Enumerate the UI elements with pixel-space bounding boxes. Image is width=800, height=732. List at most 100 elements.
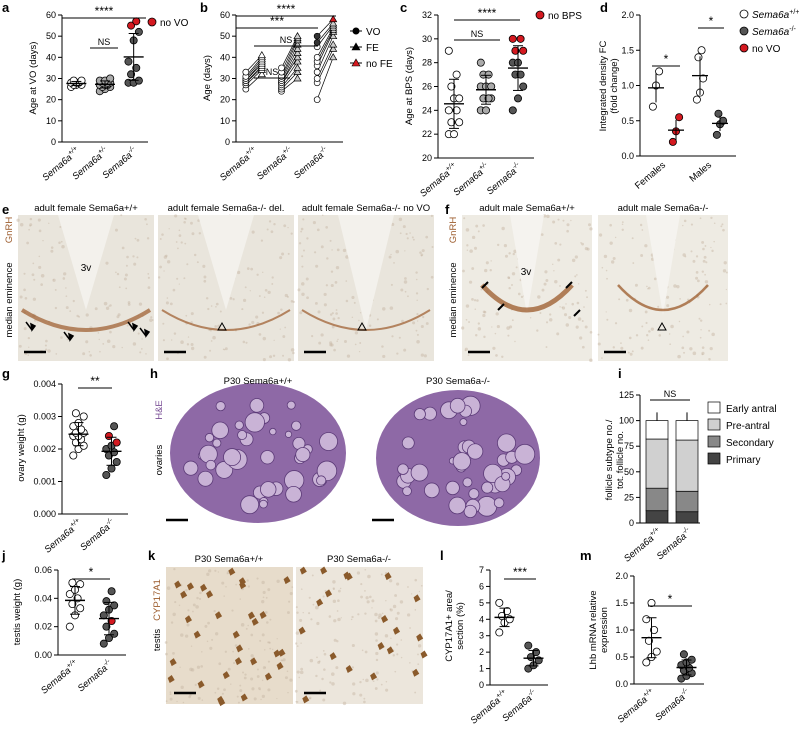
tick-label: Sema6a+/+: [42, 517, 85, 555]
legend-label: no FE: [366, 59, 393, 70]
tissue-texture: [713, 222, 716, 225]
image-title: P30 Sema6a-/-: [426, 376, 490, 387]
tissue-texture: [416, 313, 419, 316]
tissue-texture: [605, 311, 607, 313]
cyp17a1-stain: [345, 665, 353, 674]
tissue-texture: [365, 678, 369, 683]
side-label: ovaries: [154, 444, 165, 475]
tissue-texture: [515, 266, 518, 269]
cyp17a1-stain: [283, 576, 291, 585]
tissue-texture: [261, 679, 264, 682]
tissue-texture: [115, 228, 118, 232]
tissue-texture: [405, 232, 408, 236]
tissue-texture: [317, 310, 321, 314]
image-title: P30 Sema6a-/-: [327, 554, 391, 565]
sig-label: NS: [98, 37, 111, 47]
tissue-texture: [412, 321, 416, 325]
tissue-texture: [708, 329, 711, 332]
tissue-texture: [229, 297, 233, 300]
tissue-texture: [357, 613, 360, 616]
tissue-texture: [425, 322, 429, 325]
data-point: [102, 470, 111, 479]
follicle: [284, 430, 293, 438]
tissue-texture: [501, 355, 504, 358]
tissue-texture: [311, 335, 314, 338]
tissue-texture: [396, 611, 400, 615]
tissue-texture: [629, 352, 633, 356]
image-title: P30 Sema6a+/+: [224, 376, 293, 387]
tissue-texture: [264, 649, 266, 651]
cyp17a1-stain: [386, 646, 394, 655]
follicle: [467, 443, 484, 460]
tissue-texture: [606, 277, 608, 280]
tissue-texture: [138, 302, 143, 306]
tissue-texture: [172, 652, 175, 655]
tissue-texture: [465, 304, 470, 308]
tissue-texture: [121, 246, 125, 250]
panel-letter: g: [2, 366, 10, 381]
tick-label: 1.5: [615, 598, 628, 608]
data-point: [65, 622, 74, 631]
tissue-texture: [677, 354, 681, 359]
tick-label: Sema6a-/-: [291, 145, 331, 182]
tissue-texture: [469, 249, 473, 253]
tissue-texture: [709, 346, 713, 351]
tick-label: 0.002: [33, 444, 56, 454]
tissue-texture: [256, 675, 260, 678]
tissue-texture: [186, 623, 190, 627]
tissue-texture: [598, 233, 603, 237]
tissue-texture: [301, 292, 305, 297]
tissue-texture: [631, 237, 634, 240]
panel-letter: a: [2, 0, 10, 15]
tissue-texture: [606, 318, 609, 321]
tissue-texture: [318, 341, 322, 345]
tissue-texture: [409, 662, 411, 664]
tissue-texture: [180, 685, 184, 689]
tissue-texture: [145, 353, 147, 355]
tissue-texture: [702, 247, 705, 251]
tissue-texture: [301, 255, 304, 258]
tissue-texture: [209, 349, 212, 352]
tick-label: Sema6a-/-: [78, 517, 118, 554]
cyp17a1-stain: [235, 657, 243, 666]
tissue-texture: [256, 668, 259, 671]
tissue-texture: [331, 249, 333, 251]
follicle: [463, 504, 477, 519]
cyp17a1-stain: [273, 649, 281, 658]
tissue-texture: [399, 232, 402, 235]
tissue-texture: [196, 665, 201, 669]
legend-marker: [147, 17, 157, 27]
tissue-texture: [559, 306, 561, 308]
tissue-texture: [557, 258, 561, 262]
tissue-texture: [186, 343, 190, 346]
tissue-texture: [394, 594, 398, 597]
tissue-texture: [483, 335, 486, 339]
data-point: [511, 46, 520, 55]
cyp17a1-stain: [384, 572, 392, 581]
tissue-texture: [37, 321, 39, 323]
tissue-texture: [261, 599, 265, 604]
cyp17a1-stain: [325, 589, 333, 598]
y-axis-label: follicle subtype no./: [604, 419, 615, 500]
tissue-texture: [462, 269, 465, 273]
tissue-texture: [417, 663, 420, 666]
tissue-texture: [640, 254, 644, 257]
tissue-texture: [332, 580, 336, 584]
tissue-texture: [390, 253, 392, 256]
tissue-texture: [19, 295, 23, 299]
tissue-texture: [242, 671, 245, 674]
tissue-texture: [474, 308, 477, 310]
tissue-texture: [581, 319, 584, 322]
tissue-texture: [300, 588, 303, 590]
legend-label: Secondary: [726, 438, 774, 449]
tissue-texture: [247, 624, 249, 627]
arrowhead-icon: [217, 321, 227, 331]
tissue-texture: [290, 232, 293, 235]
tick-label: 25: [624, 492, 634, 502]
tissue-texture: [430, 214, 433, 217]
tissue-texture: [28, 346, 30, 348]
tissue-texture: [609, 241, 613, 245]
tissue-texture: [601, 266, 604, 269]
sig-label: **: [90, 374, 100, 388]
tissue-texture: [215, 302, 219, 306]
